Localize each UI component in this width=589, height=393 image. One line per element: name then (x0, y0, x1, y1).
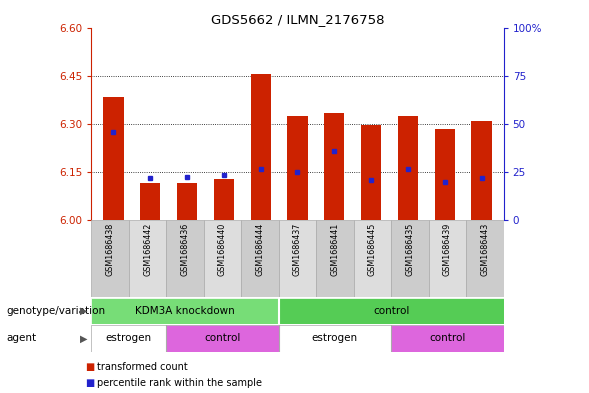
Bar (279, 220, 316, 297)
Bar (166, 325, 279, 352)
Title: GDS5662 / ILMN_2176758: GDS5662 / ILMN_2176758 (211, 13, 384, 26)
Text: GSM1686441: GSM1686441 (330, 222, 339, 275)
Bar (129, 220, 166, 297)
Bar (324, 112, 345, 220)
Bar (241, 220, 279, 297)
Bar (140, 183, 160, 220)
Text: ■: ■ (85, 362, 95, 373)
Text: GSM1686439: GSM1686439 (443, 222, 452, 276)
Text: GSM1686437: GSM1686437 (293, 222, 302, 276)
Bar (204, 220, 241, 297)
Bar (166, 220, 204, 297)
Bar (279, 325, 391, 352)
Bar (435, 129, 455, 220)
Text: estrogen: estrogen (105, 333, 152, 343)
Text: agent: agent (6, 333, 36, 343)
Bar (316, 220, 353, 297)
Bar (91, 220, 129, 297)
Bar (466, 220, 504, 297)
Bar (391, 220, 429, 297)
Bar (353, 220, 391, 297)
Bar (287, 116, 307, 220)
Text: GSM1686445: GSM1686445 (368, 222, 377, 276)
Text: control: control (429, 333, 465, 343)
Text: percentile rank within the sample: percentile rank within the sample (97, 378, 262, 388)
Text: control: control (204, 333, 241, 343)
Text: GSM1686435: GSM1686435 (405, 222, 415, 276)
Text: GSM1686440: GSM1686440 (218, 222, 227, 275)
Text: GSM1686436: GSM1686436 (180, 222, 190, 275)
Bar (471, 121, 492, 220)
Text: ▶: ▶ (80, 333, 87, 343)
Bar (398, 116, 418, 220)
Bar (361, 125, 381, 220)
Bar (91, 325, 166, 352)
Text: genotype/variation: genotype/variation (6, 306, 105, 316)
Text: GSM1686438: GSM1686438 (105, 222, 114, 275)
Bar (177, 183, 197, 220)
Text: GSM1686442: GSM1686442 (143, 222, 152, 276)
Bar (103, 97, 124, 220)
Text: estrogen: estrogen (312, 333, 358, 343)
Bar (391, 325, 504, 352)
Text: GSM1686444: GSM1686444 (256, 222, 264, 275)
Text: ■: ■ (85, 378, 95, 388)
Bar (91, 298, 279, 324)
Bar (279, 298, 504, 324)
Bar (429, 220, 466, 297)
Text: transformed count: transformed count (97, 362, 188, 373)
Bar (214, 179, 234, 220)
Text: ▶: ▶ (80, 306, 87, 316)
Text: GSM1686443: GSM1686443 (481, 222, 489, 275)
Bar (250, 74, 271, 220)
Text: KDM3A knockdown: KDM3A knockdown (135, 306, 235, 316)
Text: control: control (373, 306, 409, 316)
